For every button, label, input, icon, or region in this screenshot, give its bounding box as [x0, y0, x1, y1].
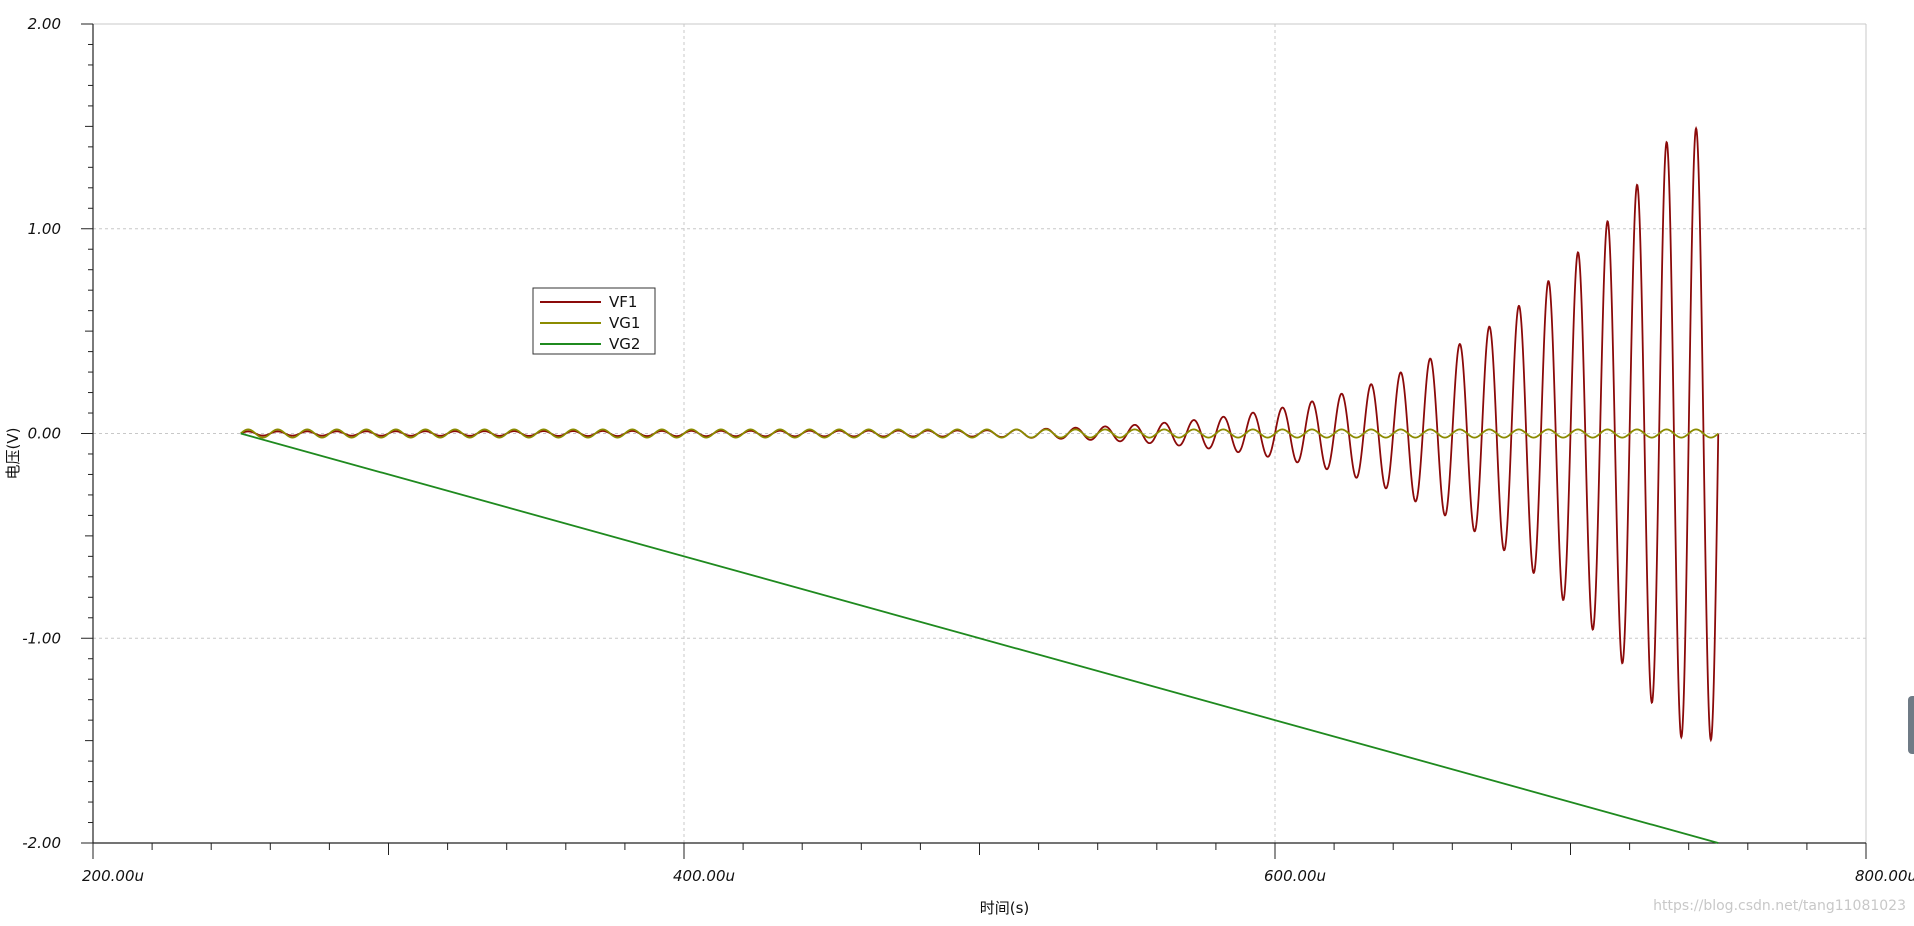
y-tick-label: 1.00: [28, 220, 61, 238]
x-tick-label: 800.00u: [1855, 867, 1914, 885]
legend: VF1 VG1 VG2: [532, 287, 656, 355]
legend-label-vg1: VG1: [609, 314, 640, 332]
watermark: https://blog.csdn.net/tang11081023: [1653, 898, 1906, 914]
y-tick-label: 0.00: [28, 425, 61, 443]
x-tick-label: 400.00u: [673, 867, 735, 885]
y-axis-title: 电压(V): [4, 428, 22, 480]
side-panel-handle[interactable]: [1908, 696, 1914, 754]
legend-label-vg2: VG2: [609, 335, 640, 353]
x-tick-label: 600.00u: [1264, 867, 1326, 885]
y-tick-label: -1.00: [22, 629, 61, 647]
y-tick-label: 2.00: [28, 15, 61, 33]
series-layer: [240, 125, 1720, 844]
x-tick-label: 200.00u: [82, 867, 144, 885]
series-line-vg2: [240, 432, 1719, 844]
legend-label-vf1: VF1: [609, 293, 637, 311]
x-axis-title: 时间(s): [980, 899, 1030, 917]
axes: 2.00 1.00 0.00 -1.00 -2.00 200.00u 400.00u 600.…: [22, 15, 1914, 885]
y-tick-label: -2.00: [22, 834, 61, 852]
series-line-vg1: [240, 428, 1719, 439]
